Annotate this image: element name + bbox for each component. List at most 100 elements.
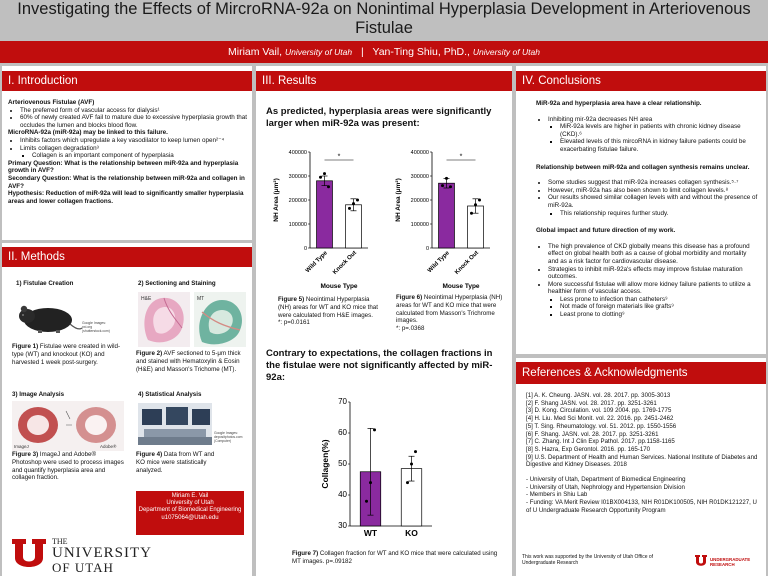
data-point bbox=[449, 185, 452, 189]
figure-2-label: Figure 2) bbox=[136, 350, 163, 357]
y-tick-label: 70 bbox=[338, 397, 347, 406]
figure-5-pvalue: *: p=0.0161 bbox=[278, 319, 310, 327]
avf-bullets: The preferred form of vascular access fo… bbox=[8, 107, 248, 130]
contact-institution: University of Utah bbox=[166, 500, 214, 507]
computers-image-credit: Google Images: depositphotos.com (Comput… bbox=[214, 431, 243, 443]
acknowledgment-item: - University of Utah, Nephrology and Hyp… bbox=[526, 483, 685, 491]
data-point bbox=[352, 202, 355, 206]
figure-5-label: Figure 5) bbox=[278, 296, 305, 303]
fistulae-creation-subheading: 1) Fistulae Creation bbox=[16, 280, 74, 287]
author-separator: | bbox=[361, 46, 364, 58]
secondary-question: Secondary Question: What is the relation… bbox=[8, 174, 245, 190]
reference-item: [3] D. Kong. Circulation. vol. 109 2004.… bbox=[526, 407, 672, 415]
data-point bbox=[478, 198, 481, 202]
poster-title: Investigating the Effects of MircroRNA-9… bbox=[17, 0, 751, 37]
conclusion-heading-1: MiR-92a and hyperplasia area have a clea… bbox=[536, 100, 702, 107]
reference-item: [8] S. Hazra, Exp Gerontol. 2016. pp. 16… bbox=[526, 445, 650, 453]
y-axis-label: NH Area (μm²) bbox=[395, 178, 402, 221]
significance-marker: * bbox=[460, 154, 463, 161]
conclusion-list-2: Some studies suggest that miR-92a increa… bbox=[536, 179, 758, 217]
author-1-affiliation: University of Utah bbox=[285, 47, 353, 57]
y-tick-label: 100000 bbox=[289, 222, 307, 228]
contact-department: Department of Biomedical Engineering bbox=[138, 507, 242, 514]
data-point bbox=[410, 462, 413, 466]
reference-item: [9] U.S. Department of Health and Human … bbox=[526, 453, 758, 469]
list-item: Inhibiting mir-92a decreases NH area MiR… bbox=[548, 116, 758, 154]
references-section: References & Acknowledgments [1] A. K. C… bbox=[516, 358, 766, 576]
list-item-text: Inhibiting mir-92a decreases NH area bbox=[548, 115, 653, 123]
wordmark-university: UNIVERSITY bbox=[52, 545, 152, 561]
figure-7-caption: Figure 7) Collagen fraction for WT and K… bbox=[292, 550, 502, 566]
y-tick-label: 400000 bbox=[411, 150, 429, 156]
list-item: MiR-92a levels are higher in patients wi… bbox=[560, 123, 758, 138]
acknowledgment-item: - University of Utah, Department of Biom… bbox=[526, 476, 686, 484]
undergraduate-research-wordmark: UNDERGRADUATE RESEARCH bbox=[710, 557, 751, 567]
x-tick-label: Wild Type bbox=[427, 250, 451, 274]
reference-item: [1] A. K. Cheung. JASN. vol. 28. 2017. p… bbox=[526, 392, 671, 399]
data-point bbox=[474, 203, 477, 207]
figure-1-caption: Figure 1) Fistulae were created in wild-… bbox=[12, 343, 122, 366]
figure-6-label: Figure 6) bbox=[396, 294, 423, 301]
figure-6-caption: Figure 6) Neointimal Hyperplasia (NH) ar… bbox=[396, 294, 506, 333]
data-point bbox=[323, 172, 326, 176]
avf-title: Arteriovenous Fistulae (AVF) bbox=[8, 99, 95, 106]
list-item: Less prone to infection than catheters⁹ bbox=[560, 296, 758, 304]
introduction-section: I. Introduction Arteriovenous Fistulae (… bbox=[2, 66, 252, 240]
figure-1-text: Fistulae were created in wild-type (WT) … bbox=[12, 343, 121, 366]
list-item: More successful fistulae will allow more… bbox=[548, 281, 758, 319]
acknowledgment-item: - Members in Shiu Lab bbox=[526, 491, 588, 499]
acknowledgment-item: - Funding: VA Merit Review I01BX004133, … bbox=[526, 499, 757, 514]
y-tick-label: 40 bbox=[338, 490, 347, 499]
y-tick-label: 200000 bbox=[411, 198, 429, 204]
x-tick-label: Knock Out bbox=[332, 250, 358, 276]
data-point bbox=[327, 185, 330, 189]
image-analysis-subheading: 3) Image Analysis bbox=[12, 391, 65, 398]
x-tick-label: Wild Type bbox=[305, 250, 329, 274]
imagej-tag: ImageJ bbox=[14, 444, 29, 449]
hypothesis: Hypothesis: Reduction of miR-92a will le… bbox=[8, 190, 244, 205]
mir-title: MicroRNA-92a (miR-92a) may be linked to … bbox=[8, 129, 168, 137]
wordmark-of-utah: OF UTAH bbox=[52, 560, 114, 575]
x-tick-label: KO bbox=[405, 528, 418, 538]
figure-6-pvalue: *: p=.0368 bbox=[396, 325, 425, 333]
figure-7-text: Collagen fraction for WT and KO mice tha… bbox=[292, 550, 498, 565]
y-tick-label: 30 bbox=[338, 521, 347, 530]
figure-5-chart: 0 100000 200000 300000 400000 Wild Type Knock … bbox=[273, 150, 368, 290]
he-tag: H&E bbox=[141, 296, 152, 302]
y-tick-label: 0 bbox=[304, 246, 307, 252]
adobe-tag: Adobe® bbox=[100, 443, 117, 449]
conclusions-body: MiR-92a and hyperplasia area have a clea… bbox=[536, 100, 758, 319]
figure-4-text: Data from WT and KO mice were statistica… bbox=[136, 451, 215, 474]
figure-6-chart: 0 100000 200000 300000 400000 Wild Type Knock … bbox=[395, 150, 490, 290]
figure-7-chart: 30 40 50 60 70 WT KO Collagen(%) bbox=[320, 397, 432, 538]
data-point bbox=[441, 184, 444, 188]
reference-item: [4] H. Liu. Med Sci Monit. vol. 22. 2016… bbox=[526, 415, 674, 423]
contact-box: Miriam E. Vail University of Utah Depart… bbox=[136, 491, 244, 535]
computers-image bbox=[138, 403, 212, 445]
he-stain-image: H&E bbox=[138, 292, 190, 347]
results-heading: III. Results bbox=[256, 71, 512, 91]
x-axis-label: Mouse Type bbox=[320, 283, 357, 290]
author-2-name: Yan-Ting Shiu, PhD., bbox=[372, 46, 470, 58]
conclusion-heading-2: Relationship between miR-92a and collage… bbox=[536, 163, 750, 171]
bar-knock-out bbox=[345, 204, 362, 249]
bar-wild-type bbox=[316, 180, 333, 249]
y-axis-label: NH Area (μm²) bbox=[273, 178, 280, 221]
contact-email[interactable]: u1075064@Utah.edu bbox=[161, 514, 219, 521]
mt-tag: MT bbox=[197, 296, 204, 302]
list-item: The high prevalence of CKD globally mean… bbox=[548, 243, 758, 266]
figure-5-text: Neointimal Hyperplasia (NH) areas for WT… bbox=[278, 296, 378, 319]
reference-item: [6] F. Shang. JASN. vol. 28. 2017. pp. 3… bbox=[526, 430, 659, 438]
conclusions-section: IV. Conclusions MiR-92a and hyperplasia … bbox=[516, 66, 766, 354]
references-body: [1] A. K. Cheung. JASN. vol. 28. 2017. p… bbox=[526, 392, 762, 515]
y-tick-label: 60 bbox=[338, 428, 347, 437]
list-item: The preferred form of vascular access fo… bbox=[20, 107, 248, 115]
introduction-heading: I. Introduction bbox=[2, 71, 252, 91]
mt-stain-image: MT bbox=[194, 292, 246, 347]
figure-4-label: Figure 4) bbox=[136, 451, 163, 458]
y-tick-label: 400000 bbox=[289, 150, 307, 156]
list-item: Elevated levels of this mircoRNA in kidn… bbox=[560, 138, 758, 153]
list-item: 60% of newly created AVF fail to mature … bbox=[20, 114, 248, 129]
data-point bbox=[414, 450, 417, 454]
